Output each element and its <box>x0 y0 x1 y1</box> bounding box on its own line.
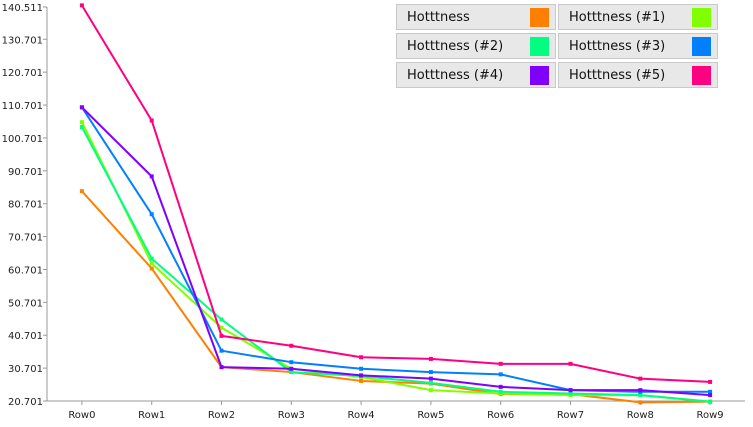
data-point-hotttness-3 <box>708 389 713 394</box>
legend-swatch <box>692 36 711 56</box>
legend-entry-hotttness-4: Hotttness (#4) <box>396 62 556 88</box>
data-point-hotttness-4 <box>219 365 224 370</box>
legend: Hotttness Hotttness (#1) Hotttness (#2) … <box>396 3 722 90</box>
data-point-hotttness-2 <box>219 317 224 322</box>
legend-swatch <box>692 65 711 85</box>
data-point-hotttness-1 <box>149 261 154 266</box>
legend-label: Hotttness (#2) <box>407 38 504 54</box>
data-point-hotttness <box>149 266 154 271</box>
series-line-hotttness-4 <box>81 106 711 397</box>
data-point-hotttness-2 <box>79 125 84 130</box>
y-tick-label: 80.701 <box>8 200 43 211</box>
legend-entry-hotttness-5: Hotttness (#5) <box>558 62 718 88</box>
legend-swatch <box>530 65 549 85</box>
data-point-hotttness-5 <box>79 3 84 8</box>
legend-entry-hotttness-3: Hotttness (#3) <box>558 33 718 59</box>
y-tick-label: 90.701 <box>8 167 43 178</box>
legend-label: Hotttness (#1) <box>569 9 666 25</box>
legend-entry-hotttness: Hotttness <box>396 4 556 30</box>
y-tick-label: 30.701 <box>8 364 43 375</box>
y-tick-label: 20.701 <box>8 397 43 408</box>
data-point-hotttness-5 <box>498 361 503 366</box>
x-tick-label: Row9 <box>697 410 724 421</box>
data-point-hotttness-5 <box>359 355 364 360</box>
data-point-hotttness-2 <box>289 370 294 375</box>
data-point-hotttness-4 <box>149 174 154 179</box>
data-point-hotttness-4 <box>79 105 84 110</box>
data-point-hotttness-4 <box>359 373 364 378</box>
data-point-hotttness-5 <box>428 356 433 361</box>
data-point-hotttness-2 <box>428 380 433 385</box>
x-tick-label: Row1 <box>138 410 165 421</box>
data-point-hotttness <box>359 378 364 383</box>
data-point-hotttness-2 <box>568 391 573 396</box>
data-point-hotttness-2 <box>638 393 643 398</box>
data-point-hotttness-4 <box>498 384 503 389</box>
data-point-hotttness-4 <box>638 388 643 393</box>
data-point-hotttness-1 <box>79 120 84 125</box>
data-point-hotttness-1 <box>428 388 433 393</box>
data-point-hotttness <box>638 400 643 405</box>
y-tick-label: 110.701 <box>2 101 43 112</box>
legend-swatch <box>530 36 549 56</box>
series-line-hotttness-3 <box>81 106 711 393</box>
legend-label: Hotttness (#4) <box>407 67 504 83</box>
legend-row: Hotttness (#4) Hotttness (#5) <box>396 61 722 90</box>
legend-entry-hotttness-1: Hotttness (#1) <box>558 4 718 30</box>
x-tick-label: Row3 <box>278 410 305 421</box>
data-point-hotttness-4 <box>428 376 433 381</box>
legend-row: Hotttness (#2) Hotttness (#3) <box>396 32 722 61</box>
legend-label: Hotttness (#5) <box>569 67 666 83</box>
y-tick-label: 40.701 <box>8 331 43 342</box>
y-tick-label: 140.511 <box>2 3 43 14</box>
x-tick-label: Row4 <box>348 410 375 421</box>
series-line-hotttness-5 <box>81 4 711 383</box>
series-line-hotttness-2 <box>81 126 711 403</box>
data-point-hotttness-5 <box>289 343 294 348</box>
data-point-hotttness-3 <box>219 348 224 353</box>
legend-row: Hotttness Hotttness (#1) <box>396 3 722 32</box>
data-point-hotttness <box>79 189 84 194</box>
data-point-hotttness-2 <box>149 256 154 261</box>
y-tick-label: 70.701 <box>8 233 43 244</box>
y-tick-label: 120.701 <box>2 68 43 79</box>
data-point-hotttness-5 <box>638 376 643 381</box>
data-point-hotttness-3 <box>149 212 154 217</box>
x-tick-label: Row7 <box>557 410 584 421</box>
data-point-hotttness-3 <box>498 372 503 377</box>
data-point-hotttness-5 <box>219 333 224 338</box>
data-point-hotttness-4 <box>568 388 573 393</box>
x-tick-label: Row6 <box>487 410 514 421</box>
legend-label: Hotttness (#3) <box>569 38 666 54</box>
data-point-hotttness-5 <box>708 379 713 384</box>
data-point-hotttness-2 <box>498 389 503 394</box>
y-tick-label: 100.701 <box>2 134 43 145</box>
x-tick-label: Row2 <box>208 410 235 421</box>
data-point-hotttness-4 <box>708 393 713 398</box>
data-point-hotttness-5 <box>149 118 154 123</box>
y-tick-label: 50.701 <box>8 298 43 309</box>
data-point-hotttness-3 <box>289 360 294 365</box>
x-tick-label: Row0 <box>68 410 95 421</box>
data-point-hotttness-5 <box>568 361 573 366</box>
x-tick-label: Row5 <box>417 410 444 421</box>
data-point-hotttness-1 <box>219 325 224 330</box>
data-point-hotttness-4 <box>289 366 294 371</box>
legend-label: Hotttness <box>407 9 470 25</box>
legend-swatch <box>692 7 711 27</box>
legend-entry-hotttness-2: Hotttness (#2) <box>396 33 556 59</box>
data-point-hotttness-2 <box>708 399 713 404</box>
data-point-hotttness-3 <box>359 366 364 371</box>
x-tick-label: Row8 <box>627 410 654 421</box>
data-point-hotttness-3 <box>428 370 433 375</box>
legend-swatch <box>530 7 549 27</box>
y-tick-label: 60.701 <box>8 265 43 276</box>
series-line-hotttness <box>81 190 711 404</box>
y-tick-label: 130.701 <box>2 35 43 46</box>
